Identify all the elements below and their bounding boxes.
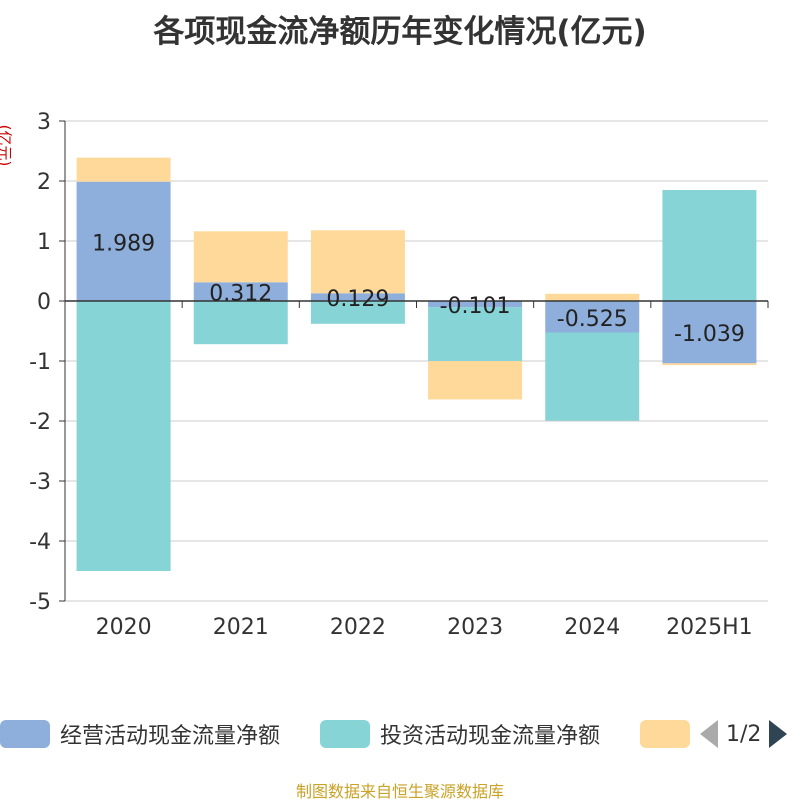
data-label: -1.039 (674, 322, 745, 347)
legend-next-page-icon[interactable] (769, 720, 788, 748)
bar-2025H1-series-1 (662, 190, 757, 301)
data-label: 1.989 (92, 231, 155, 256)
y-tick-label: -4 (29, 530, 51, 555)
bar-2021-series-2 (193, 231, 288, 283)
data-label: 0.129 (326, 287, 389, 312)
bar-2025H1-series-2 (662, 363, 757, 366)
y-tick-label: 3 (37, 110, 51, 135)
bar-2023-series-0 (428, 301, 523, 308)
y-tick-label: 0 (37, 290, 51, 315)
bar-2021-series-0 (193, 282, 288, 301)
bar-2023-series-2 (428, 361, 523, 400)
y-tick-label: 2 (37, 170, 51, 195)
bar-2022-series-1 (310, 301, 405, 324)
legend-item-operating[interactable]: 经营活动现金流量净额 (0, 716, 280, 752)
y-tick-label: 1 (37, 230, 51, 255)
bar-2024-series-0 (545, 301, 640, 333)
data-label: -0.525 (557, 307, 628, 332)
footer-source: 制图数据来自恒生聚源数据库 (295, 782, 504, 801)
legend-label-investing: 投资活动现金流量净额 (380, 724, 601, 749)
bar-2022-series-2 (310, 230, 405, 294)
data-label: 0.312 (209, 282, 272, 307)
bar-2020-series-0 (76, 181, 171, 301)
bar-2021-series-1 (193, 301, 288, 345)
x-tick-label: 2022 (330, 615, 386, 640)
legend-prev-page-icon[interactable] (700, 720, 718, 748)
chart-area: 3 2 1 0 -1 -2 -3 -4 -5 2020 2021 2022 2023 2024 2025H1… (29, 110, 769, 640)
bar-2025H1-series-0 (662, 301, 757, 364)
legend-item-investing[interactable]: 投资活动现金流量净额 (320, 716, 600, 752)
y-tick-label: -3 (29, 470, 51, 495)
bar-2020-series-1 (76, 301, 171, 571)
legend-label-operating: 经营活动现金流量净额 (60, 724, 281, 749)
x-tick-label: 2024 (564, 615, 620, 640)
bar-2023-series-1 (428, 307, 523, 362)
y-tick-label: -5 (29, 590, 51, 615)
bar-2024-series-1 (545, 332, 640, 421)
bar-2024-series-2 (545, 293, 640, 301)
legend-page-indicator: 1/2 (726, 721, 762, 747)
x-tick-label: 2021 (213, 615, 269, 640)
data-label: -0.101 (440, 294, 511, 319)
bar-2022-series-0 (310, 293, 405, 301)
legend-swatch-investing (320, 720, 370, 748)
y-tick-label: -2 (29, 410, 51, 435)
legend-swatch-financing (640, 720, 690, 748)
y-tick-label: -1 (29, 350, 51, 375)
x-tick-label: 2020 (96, 615, 152, 640)
legend-swatch-operating (0, 720, 50, 748)
x-tick-label: 2025H1 (666, 615, 753, 640)
bar-2020-series-2 (76, 157, 171, 182)
legend-item-financing[interactable] (640, 716, 700, 752)
chart-title: 各项现金流净额历年变化情况(亿元) (153, 14, 647, 50)
x-tick-label: 2023 (447, 615, 503, 640)
legend-pager: 1/2 (700, 716, 788, 752)
